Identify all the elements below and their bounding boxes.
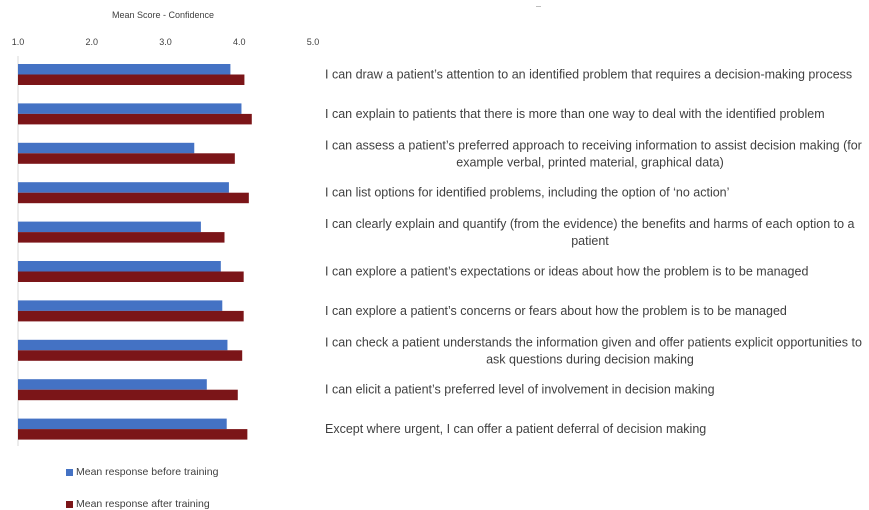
bar-after xyxy=(18,113,252,125)
category-label-line1: I can check a patient understands the in… xyxy=(325,335,862,349)
bar-after xyxy=(18,429,248,440)
bar-before xyxy=(18,261,221,272)
bar-before xyxy=(18,221,201,233)
legend-swatch-before xyxy=(66,468,73,476)
bar-after xyxy=(18,192,249,204)
legend-item-after: Mean response after training xyxy=(66,498,210,510)
category-label: I can explore a patient’s concerns or fe… xyxy=(325,304,787,318)
category-label-line2: patient xyxy=(571,234,609,248)
bar-after xyxy=(18,271,244,282)
category-label-line2: ask questions during decision making xyxy=(486,352,694,366)
bar-before xyxy=(18,418,227,430)
category-label: I can explain to patients that there is … xyxy=(325,107,825,121)
bars-group xyxy=(18,64,252,440)
bar-after xyxy=(18,232,225,243)
category-label-line2: example verbal, printed material, graphi… xyxy=(456,155,724,169)
bar-before xyxy=(18,379,207,390)
bar-before xyxy=(18,182,229,193)
bar-after xyxy=(18,389,238,401)
bar-before xyxy=(18,103,242,114)
bar-before xyxy=(18,64,231,75)
chart-title: Mean Score - Confidence xyxy=(112,10,214,20)
category-label: I can elicit a patient’s preferred level… xyxy=(325,383,715,397)
bar-after xyxy=(18,153,235,164)
x-tick-label: 5.0 xyxy=(307,37,320,47)
category-label: I can draw a patient’s attention to an i… xyxy=(325,68,852,82)
category-label-line1: I can clearly explain and quantify (from… xyxy=(325,217,855,231)
bar-before xyxy=(18,300,223,311)
legend-item-before: Mean response before training xyxy=(66,466,218,478)
category-label: I can explore a patient’s expectations o… xyxy=(325,265,808,279)
x-tick-label: 2.0 xyxy=(85,37,98,47)
x-tick-label: 3.0 xyxy=(159,37,172,47)
bar-after xyxy=(18,74,245,85)
category-label: Except where urgent, I can offer a patie… xyxy=(325,422,706,436)
x-axis-ticks: 1.0 2.0 3.0 4.0 5.0 xyxy=(12,37,320,47)
bar-after xyxy=(18,350,243,361)
legend-label-after: Mean response after training xyxy=(76,498,210,510)
legend-label-before: Mean response before training xyxy=(76,466,219,478)
x-tick-label: 1.0 xyxy=(12,37,25,47)
category-label-line1: I can assess a patient’s preferred appro… xyxy=(325,138,862,152)
bar-before xyxy=(18,339,228,351)
bar-after xyxy=(18,310,244,322)
decorative-dash xyxy=(536,6,541,7)
x-tick-label: 4.0 xyxy=(233,37,246,47)
category-labels: I can draw a patient’s attention to an i… xyxy=(325,68,862,437)
category-label: I can list options for identified proble… xyxy=(325,186,729,200)
bar-before xyxy=(18,142,195,154)
legend-swatch-after xyxy=(66,500,73,508)
